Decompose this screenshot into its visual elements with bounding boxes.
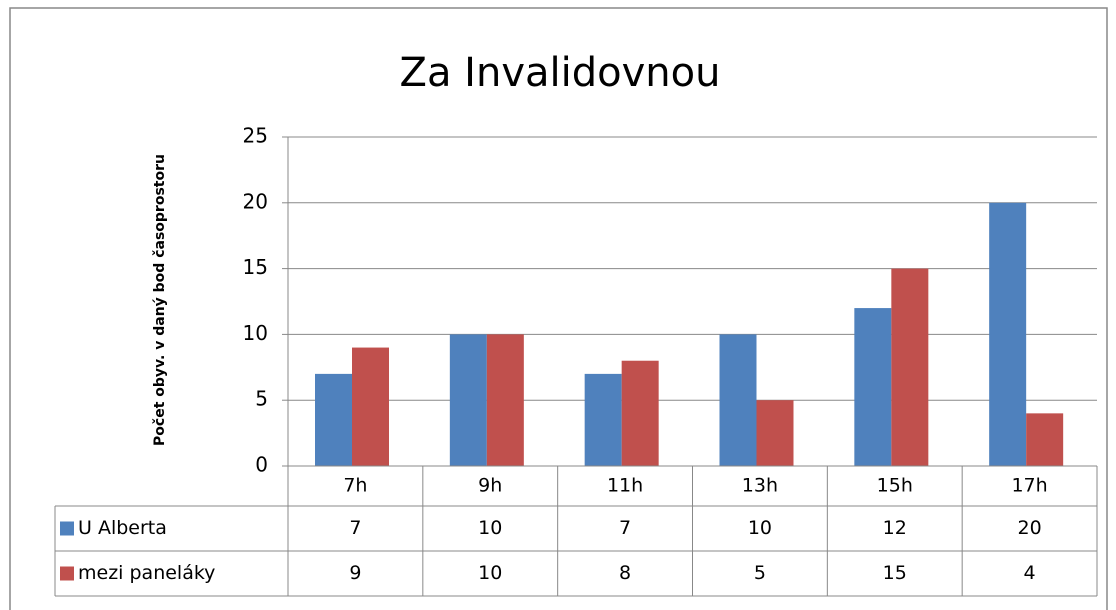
bar xyxy=(315,373,352,466)
x-tick-label: 9h xyxy=(478,475,502,497)
table-value: 7 xyxy=(349,517,361,539)
table-value: 15 xyxy=(883,562,907,584)
legend-swatch xyxy=(60,566,74,581)
table-value: 12 xyxy=(883,517,907,539)
bar xyxy=(891,268,929,466)
chart-frame xyxy=(9,7,1108,610)
table-value: 10 xyxy=(478,517,502,539)
table-value: 4 xyxy=(1024,562,1036,584)
bar xyxy=(352,347,389,466)
y-tick-label: 15 xyxy=(243,255,268,279)
y-tick-label: 0 xyxy=(255,453,268,477)
legend-swatch xyxy=(60,521,74,536)
table-value: 8 xyxy=(619,562,631,584)
x-tick-label: 7h xyxy=(343,475,367,497)
legend-label: mezi paneláky xyxy=(78,562,215,584)
bar xyxy=(486,334,524,466)
table-value: 10 xyxy=(478,562,502,584)
table-value: 5 xyxy=(754,562,766,584)
table-value: 7 xyxy=(619,517,631,539)
x-tick-label: 15h xyxy=(877,475,913,497)
bar xyxy=(719,334,757,466)
legend-label: U Alberta xyxy=(78,517,167,539)
table-value: 20 xyxy=(1017,517,1041,539)
x-tick-label: 13h xyxy=(742,475,778,497)
bar xyxy=(1026,413,1064,466)
y-tick-label: 20 xyxy=(243,189,268,213)
bar xyxy=(989,202,1027,467)
chart-title: Za Invalidovnou xyxy=(400,50,721,96)
x-tick-label: 11h xyxy=(607,475,643,497)
x-tick-label: 17h xyxy=(1011,475,1047,497)
bar xyxy=(756,400,794,466)
bar xyxy=(621,360,659,466)
y-axis-title: Počet obyv. v daný bod časoprostoru xyxy=(152,154,168,446)
y-tick-label: 25 xyxy=(243,124,268,148)
y-tick-label: 10 xyxy=(243,321,268,345)
bar xyxy=(584,373,622,466)
y-tick-label: 5 xyxy=(255,387,268,411)
table-value: 10 xyxy=(748,517,772,539)
table-value: 9 xyxy=(349,562,361,584)
bar xyxy=(449,334,487,466)
bar xyxy=(854,308,892,466)
